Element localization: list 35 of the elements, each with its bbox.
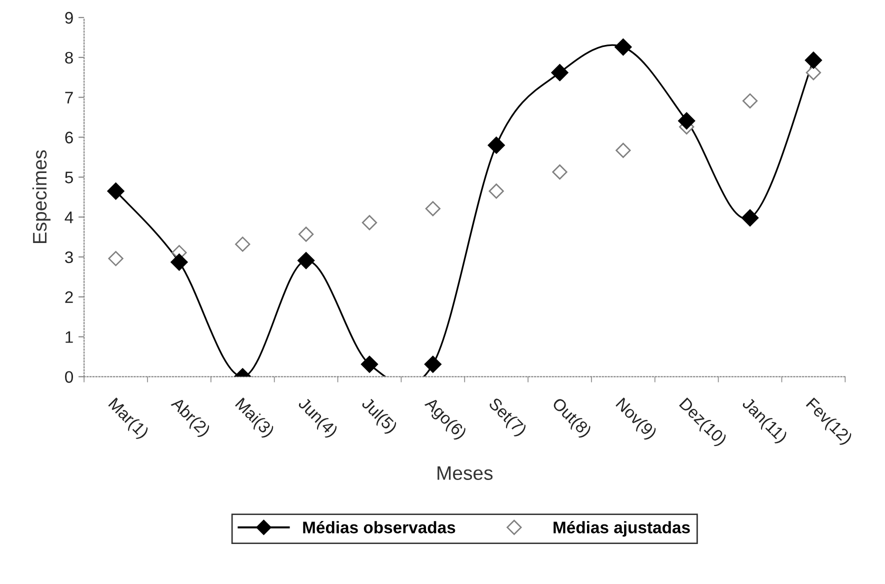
y-tick-label: 3 (65, 251, 73, 264)
x-axis-title: Meses (438, 466, 493, 480)
point (298, 252, 315, 270)
y-tick-label: 5 (65, 172, 73, 184)
point (806, 65, 822, 80)
y-tick-label: 2 (65, 291, 73, 303)
point (552, 164, 568, 180)
y-tick-label: 9 (65, 12, 73, 24)
y-tick-label: 6 (65, 132, 73, 144)
y-tick-label: 8 (65, 52, 73, 64)
point (235, 236, 250, 252)
point (488, 136, 505, 154)
y-tick-label: 0 (65, 371, 74, 383)
point (362, 215, 378, 230)
y-axis-title: Especimes (32, 150, 50, 244)
y-tick-label: 7 (65, 92, 73, 104)
point (424, 356, 442, 373)
point (741, 209, 759, 226)
legend-label: Médias ajustadas (554, 520, 690, 537)
point (108, 250, 124, 266)
y-tick-label: 4 (64, 212, 74, 224)
point (742, 93, 758, 108)
point (551, 64, 568, 82)
point (678, 112, 696, 130)
point (170, 254, 188, 271)
point (616, 142, 631, 158)
legend-label: Médias observadas (303, 520, 456, 534)
point (425, 201, 440, 216)
point (298, 226, 314, 242)
point (360, 356, 378, 373)
point (488, 184, 504, 199)
point (614, 38, 632, 56)
point (804, 52, 822, 69)
y-tick-label: 1 (66, 331, 73, 343)
point (107, 182, 124, 200)
